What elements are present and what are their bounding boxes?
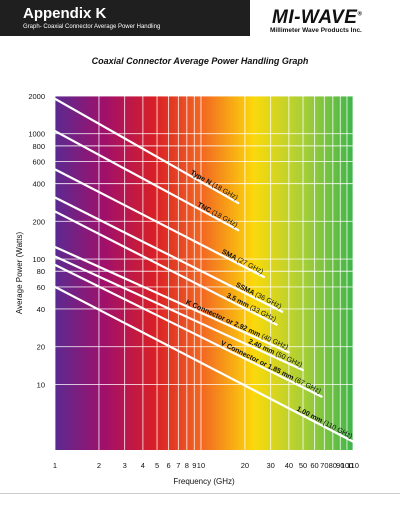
chart-title: Coaxial Connector Average Power Handling… [91, 56, 309, 66]
x-tick-label: 9 [192, 461, 196, 470]
x-tick-label: 90 [336, 461, 344, 470]
series-line [53, 285, 355, 443]
y-tick-label: 2000 [28, 92, 45, 101]
x-tick-label: 3 [123, 461, 127, 470]
brand-logo: MI-WAVE® [272, 7, 362, 29]
series-lines [53, 97, 355, 443]
x-tick-label: 6 [167, 461, 171, 470]
x-tick-label: 60 [310, 461, 318, 470]
y-tick-label: 800 [32, 142, 45, 151]
header-banner [0, 0, 250, 36]
series-line [53, 196, 284, 313]
series-line [53, 168, 266, 279]
y-tick-label: 1000 [28, 130, 45, 139]
series-line [53, 210, 278, 326]
x-tick-label: 7 [176, 461, 180, 470]
page-header: Appendix K Graph- Coaxial Connector Aver… [0, 0, 400, 36]
appendix-title: Appendix K [23, 5, 107, 22]
y-axis-label: Average Power (Watts) [15, 232, 24, 315]
appendix-subtitle: Graph- Coaxial Connector Average Power H… [23, 24, 161, 30]
x-tick-label: 50 [299, 461, 307, 470]
y-tick-label: 400 [32, 180, 45, 189]
y-tick-labels: 2000 1000 800 600 400 200 100 80 60 40 20 10 [28, 92, 45, 389]
y-tick-label: 10 [37, 380, 45, 389]
x-tick-label: 1 [53, 461, 57, 470]
x-tick-label: 10 [197, 461, 205, 470]
series-line [53, 255, 305, 372]
x-axis-label: Frequency (GHz) [173, 477, 235, 486]
y-tick-label: 40 [37, 305, 45, 314]
series-line [53, 129, 240, 232]
y-tick-label: 600 [32, 158, 45, 167]
y-tick-label: 80 [37, 267, 45, 276]
logo-mark: ® [357, 11, 363, 18]
series-line [53, 263, 323, 398]
x-tick-label: 20 [241, 461, 249, 470]
x-tick-label: 100 [341, 461, 354, 470]
logo-text: MI-WAVE [272, 7, 358, 28]
x-tick-label: 30 [266, 461, 274, 470]
series-line [53, 97, 240, 205]
footer-divider [0, 493, 400, 494]
y-tick-label: 20 [37, 343, 45, 352]
x-tick-label: 110 [347, 461, 359, 470]
x-tick-label: 8 [185, 461, 189, 470]
y-tick-label: 100 [32, 255, 45, 264]
grid-lines [54, 95, 354, 450]
x-tick-label: 40 [285, 461, 293, 470]
x-tick-label: 4 [141, 461, 145, 470]
x-tick-label: 70 [320, 461, 328, 470]
y-tick-label: 60 [37, 283, 45, 292]
y-tick-label: 200 [32, 217, 45, 226]
x-tick-label: 80 [329, 461, 337, 470]
x-tick-label: 2 [97, 461, 101, 470]
series-line [53, 245, 290, 354]
x-tick-label: 5 [155, 461, 159, 470]
brand-tagline: Millimeter Wave Products Inc. [270, 27, 362, 34]
